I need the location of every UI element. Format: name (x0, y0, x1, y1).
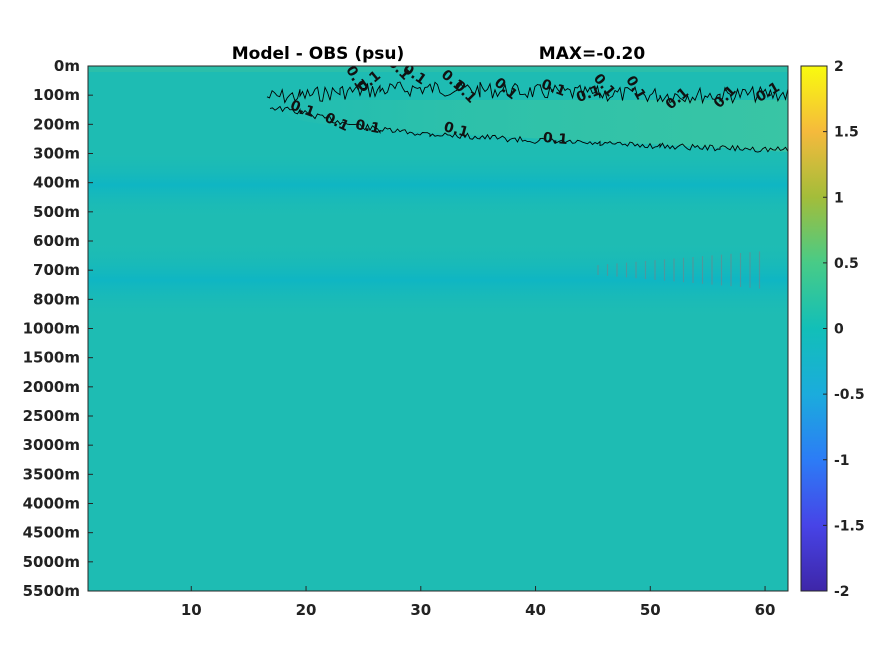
contour-line-upper (266, 80, 788, 105)
y-tick-label: 500m (33, 203, 80, 221)
y-tick-label: 700m (33, 261, 80, 279)
y-tick-label: 3500m (23, 465, 80, 483)
field-band-700m (88, 240, 788, 320)
contour-label: 0.1 (288, 97, 317, 121)
x-tick-label: 60 (755, 601, 776, 619)
colorbar-tick-label: -1.5 (834, 518, 865, 534)
y-tick-label: 300m (33, 145, 80, 163)
x-tick-label: 40 (525, 601, 546, 619)
y-tick-label: 400m (33, 174, 80, 192)
contour-label: 0.1 (539, 76, 568, 100)
y-tick-label: 2500m (23, 407, 80, 425)
y-tick-label: 600m (33, 232, 80, 250)
colorbar-tick-label: 0.5 (834, 256, 859, 272)
contour-label: 0.1 (574, 82, 603, 106)
contour-label: 0.1 (442, 119, 470, 141)
y-tick-label: 3000m (23, 436, 80, 454)
x-axis: 10 20 30 40 50 60 (181, 586, 776, 619)
y-tick-label: 0m (54, 57, 80, 75)
x-tick-label: 30 (410, 601, 431, 619)
field-band-300m (88, 150, 788, 220)
field-streaks (597, 251, 761, 289)
x-tick-label: 20 (296, 601, 317, 619)
colorbar-ticks: 2 1.5 1 0.5 0 -0.5 -1 -1.5 -2 (823, 59, 865, 600)
colorbar-tick-label: 0 (834, 322, 844, 338)
y-tick-label: 5500m (23, 582, 80, 600)
chart-title: Model - OBS (psu) (232, 44, 405, 64)
y-tick-label: 800m (33, 290, 80, 308)
y-tick-label: 2000m (23, 378, 80, 396)
x-tick-label: 10 (181, 601, 202, 619)
colorbar-tick-label: 1 (834, 190, 844, 206)
y-tick-label: 4500m (23, 524, 80, 542)
contour-label: 0.1 (354, 117, 381, 137)
y-tick-label: 5000m (23, 553, 80, 571)
y-tick-label: 1000m (23, 320, 80, 338)
field-surface-strip (88, 66, 788, 72)
contour-line-lower (269, 105, 788, 153)
x-tick-label: 50 (640, 601, 661, 619)
y-tick-label: 4000m (23, 495, 80, 513)
colorbar-tick-label: 1.5 (834, 125, 859, 141)
colorbar-tick-label: -0.5 (834, 387, 865, 403)
y-axis: 0m 100m 200m 300m 400m 500m 600m 700m 800m 1000m 1… (23, 57, 93, 600)
colorbar-tick-label: -2 (834, 584, 850, 600)
colorbar: 2 1.5 1 0.5 0 -0.5 -1 -1.5 -2 (800, 59, 865, 600)
contour-label: 0.1 (542, 130, 568, 148)
y-tick-label: 100m (33, 86, 80, 104)
y-tick-label: 200m (33, 115, 80, 133)
chart-subtitle: MAX=-0.20 (539, 44, 646, 64)
y-tick-label: 1500m (23, 349, 80, 367)
colorbar-tick-label: -1 (834, 453, 850, 469)
colorbar-tick-label: 2 (834, 59, 844, 75)
heatmap-field: 0.10.1 0.10.1 0.10.1 0.1 0.1 0.10.1 0.1 0.1 0.1 0… (88, 66, 788, 591)
field-positive-region (265, 90, 788, 152)
